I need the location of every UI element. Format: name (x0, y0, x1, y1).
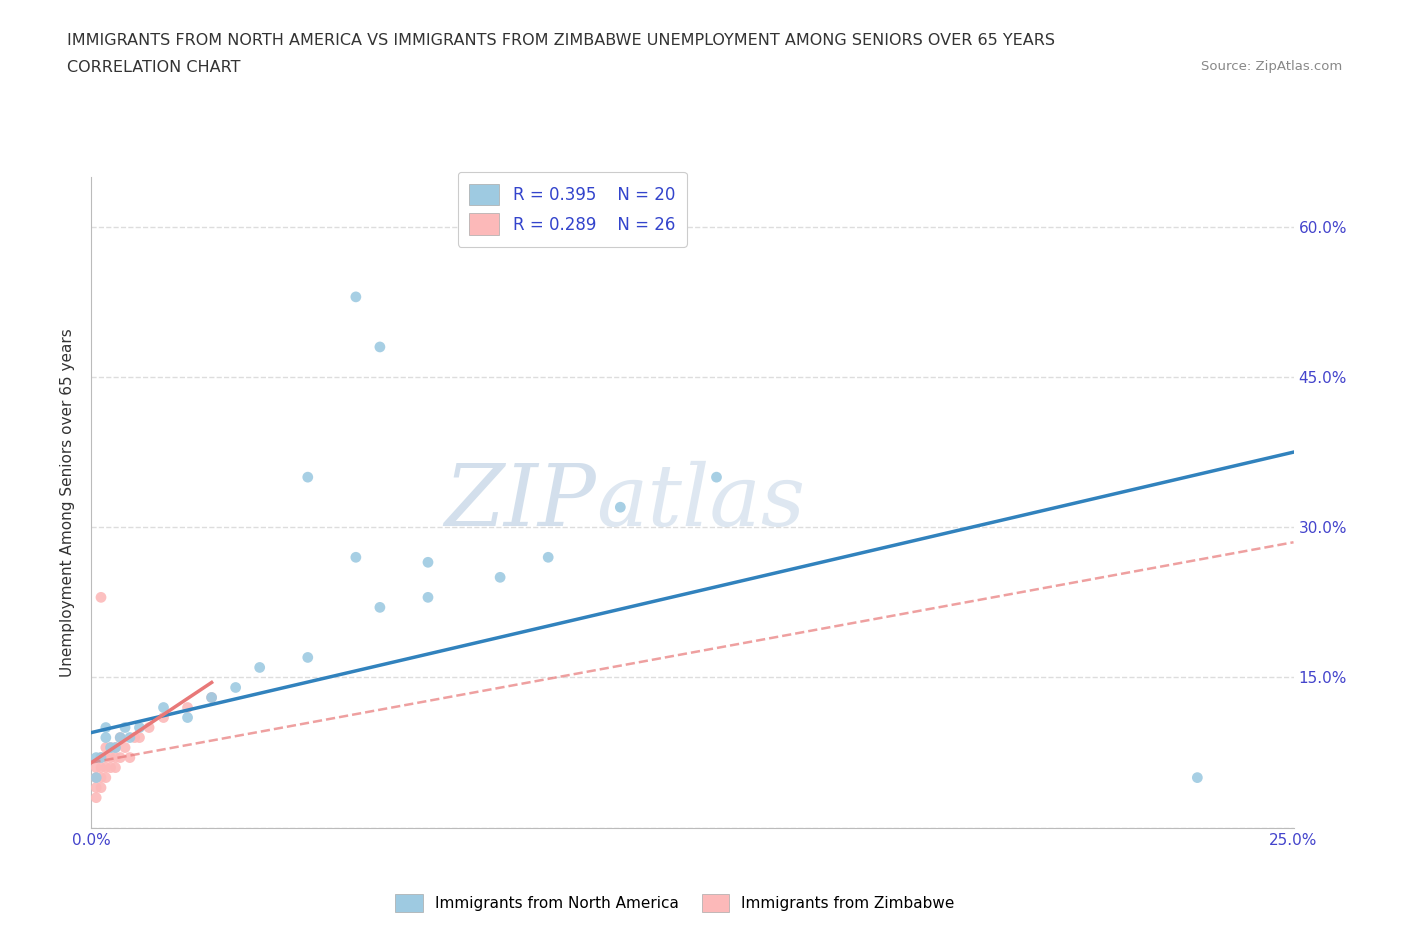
Point (124, 730, 146, 745)
Point (152, 700, 174, 715)
Point (368, 600, 391, 615)
Point (90, 590, 112, 604)
Point (94, 770, 117, 785)
Point (1187, 770, 1209, 785)
Text: Source: ZipAtlas.com: Source: ZipAtlas.com (1202, 60, 1343, 73)
Point (110, 751, 132, 765)
Point (94, 730, 117, 745)
Text: atlas: atlas (596, 461, 806, 543)
Point (416, 590, 439, 604)
Point (176, 700, 198, 715)
Point (706, 470, 728, 485)
Point (104, 740, 127, 755)
Point (110, 730, 132, 745)
Point (110, 730, 132, 745)
Point (100, 740, 122, 755)
Point (94, 760, 117, 775)
Point (201, 690, 224, 705)
Point (118, 751, 141, 765)
Point (100, 760, 122, 775)
Point (416, 555, 439, 570)
Y-axis label: Unemployment Among Seniors over 65 years: Unemployment Among Seniors over 65 years (60, 328, 76, 677)
Point (84, 770, 107, 785)
Point (114, 740, 136, 755)
Point (138, 720, 160, 735)
Point (90, 760, 112, 775)
Point (249, 660, 271, 675)
Point (90, 751, 112, 765)
Point (297, 470, 319, 485)
Point (176, 711, 198, 725)
Point (100, 740, 122, 755)
Point (114, 720, 136, 735)
Point (104, 760, 127, 775)
Point (152, 711, 174, 725)
Point (128, 720, 150, 735)
Point (84, 751, 107, 765)
Point (297, 650, 319, 665)
Point (344, 289, 367, 304)
Point (344, 550, 367, 565)
Point (609, 499, 631, 514)
Point (94, 720, 117, 735)
Point (489, 570, 512, 585)
Point (84, 780, 107, 795)
Point (90, 780, 112, 795)
Point (104, 740, 127, 755)
Point (225, 680, 247, 695)
Text: IMMIGRANTS FROM NORTH AMERICA VS IMMIGRANTS FROM ZIMBABWE UNEMPLOYMENT AMONG SEN: IMMIGRANTS FROM NORTH AMERICA VS IMMIGRA… (67, 33, 1056, 47)
Legend: R = 0.395    N = 20, R = 0.289    N = 26: R = 0.395 N = 20, R = 0.289 N = 26 (458, 172, 686, 246)
Point (84, 770, 107, 785)
Point (90, 751, 112, 765)
Point (128, 730, 150, 745)
Text: CORRELATION CHART: CORRELATION CHART (67, 60, 240, 75)
Legend: Immigrants from North America, Immigrants from Zimbabwe: Immigrants from North America, Immigrant… (389, 888, 960, 918)
Point (118, 730, 141, 745)
Point (104, 751, 127, 765)
Point (84, 790, 107, 805)
Point (94, 751, 117, 765)
Point (368, 339, 391, 354)
Point (94, 740, 117, 755)
Point (90, 770, 112, 785)
Text: ZIP: ZIP (444, 461, 596, 543)
Point (84, 760, 107, 775)
Point (100, 751, 122, 765)
Point (201, 690, 224, 705)
Point (537, 550, 560, 565)
